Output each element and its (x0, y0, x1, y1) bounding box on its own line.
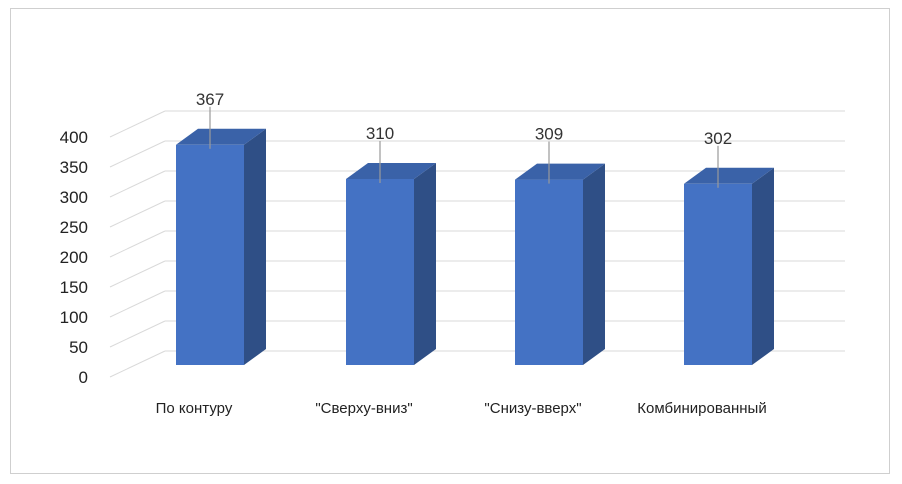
data-label: 309 (535, 125, 563, 144)
gridline-diagonal (109, 230, 166, 258)
y-tick-label: 400 (60, 128, 88, 147)
gridline-diagonal (109, 320, 166, 348)
gridline-diagonal (109, 140, 166, 168)
bar-top (176, 128, 266, 145)
bar (515, 179, 583, 365)
bar-side (752, 167, 774, 365)
gridline-diagonal (109, 170, 166, 198)
x-category-label: Комбинированный (637, 400, 766, 417)
data-label: 310 (366, 124, 394, 143)
gridline-diagonal (109, 290, 166, 318)
bar (684, 183, 752, 365)
bar-side (583, 163, 605, 365)
data-label: 367 (196, 90, 224, 109)
y-tick-label: 200 (60, 248, 88, 267)
gridline-diagonal (109, 260, 166, 288)
bar-top (346, 163, 436, 179)
y-tick-label: 350 (60, 158, 88, 177)
bar (346, 179, 414, 365)
x-category-label: "Сверху-вниз" (315, 400, 412, 417)
y-tick-label: 50 (69, 338, 88, 357)
bar-side (414, 163, 436, 365)
bar-top (515, 163, 605, 180)
gridline-diagonal (109, 200, 166, 228)
bar-side (244, 128, 266, 365)
y-tick-label: 250 (60, 218, 88, 237)
gridline-diagonal (109, 110, 166, 138)
y-tick-label: 150 (60, 278, 88, 297)
data-label: 302 (704, 129, 732, 148)
bar (176, 144, 244, 365)
x-category-label: По контуру (156, 400, 233, 417)
x-category-label: "Снизу-вверх" (484, 400, 581, 417)
y-tick-label: 300 (60, 188, 88, 207)
gridline-diagonal (109, 350, 166, 378)
bar-top (684, 167, 774, 184)
y-tick-label: 100 (60, 308, 88, 327)
y-tick-label: 0 (79, 368, 88, 387)
